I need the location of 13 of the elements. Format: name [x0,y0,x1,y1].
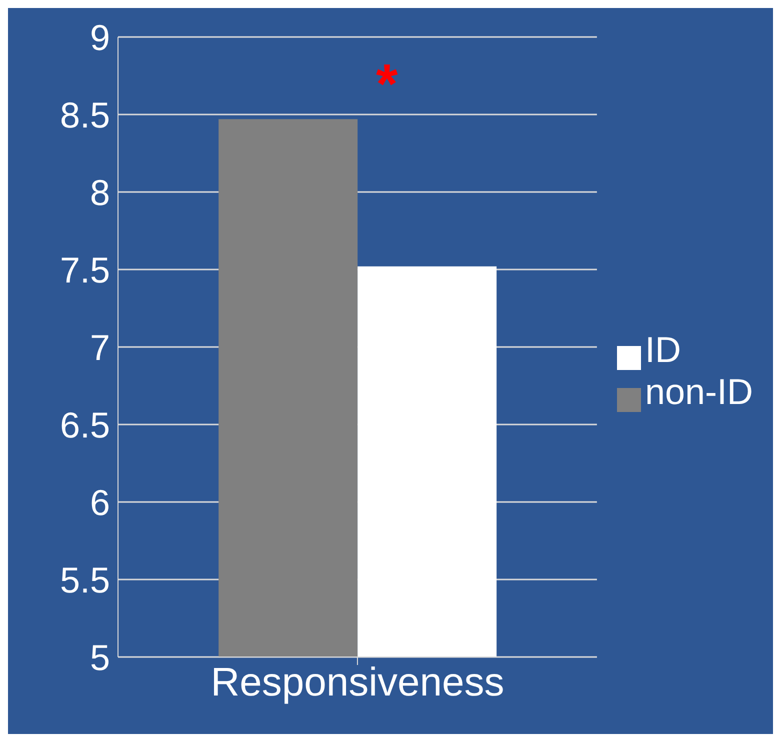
y-tick-label: 6 [90,482,110,523]
significance-note: * [376,56,398,112]
y-tick-label: 9 [90,16,110,58]
legend-label: ID [644,329,681,370]
y-tick-label: 8.5 [60,94,110,136]
y-tick-label: 8 [90,172,110,213]
legend-label: non-ID [644,371,753,412]
y-tick-label: 5 [90,636,110,678]
x-tick-label: Responsiveness [210,660,504,704]
y-tick-label: 6.5 [60,404,110,446]
y-tick-label: 5.5 [60,559,110,600]
y-tick-label: 7 [90,326,110,368]
y-tick-label: 7.5 [60,249,110,290]
